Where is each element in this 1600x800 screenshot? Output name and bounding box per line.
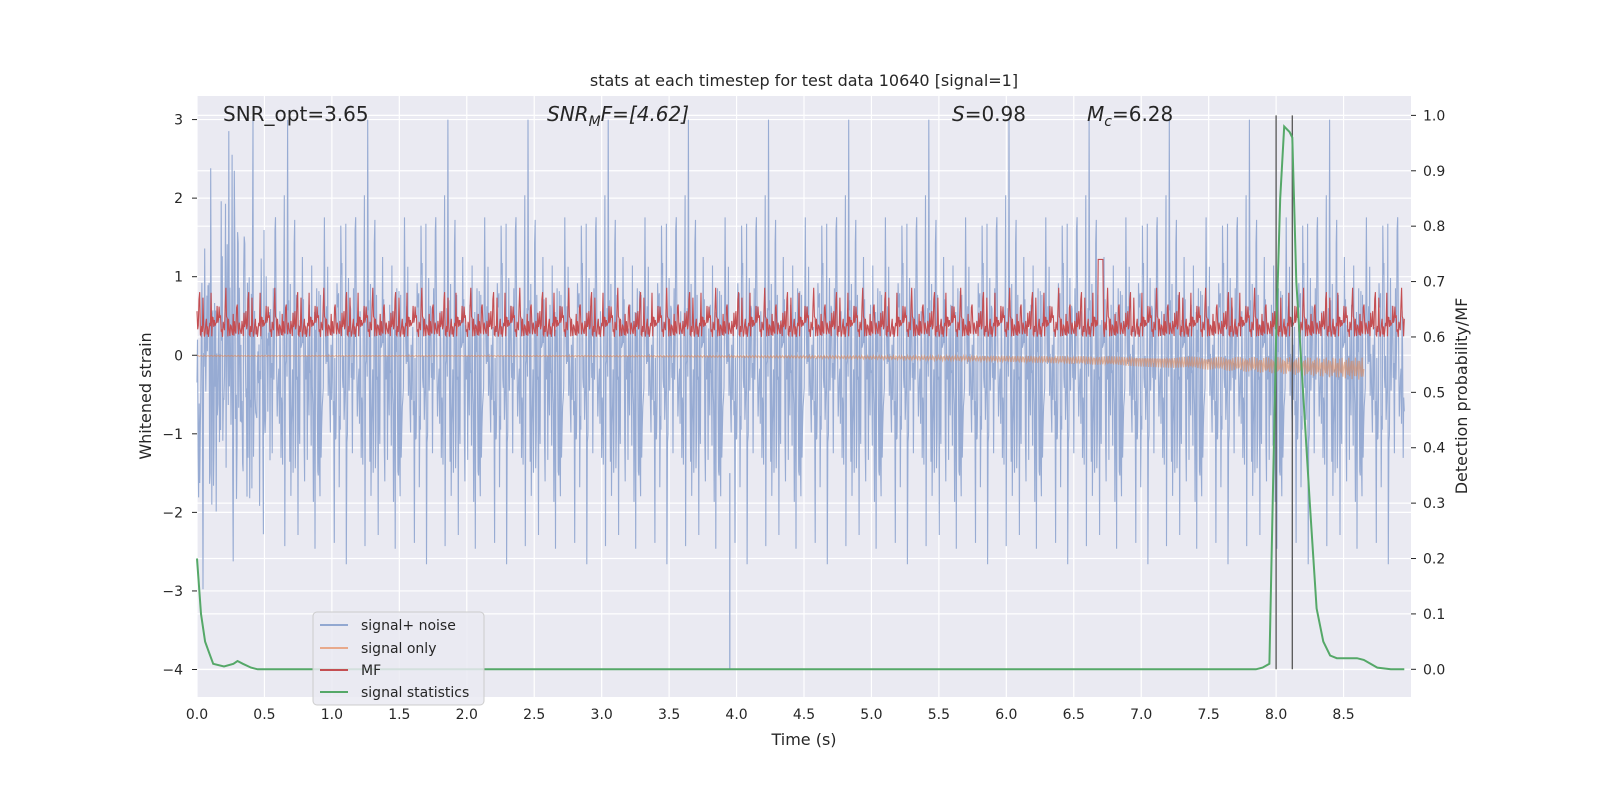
annotation-mc: Mc=6.28 (1087, 102, 1173, 130)
y-tick-label-right: 0.7 (1423, 275, 1445, 291)
x-tick-label: 2.5 (523, 707, 545, 723)
annotation-snr-opt: SNR_opt=3.65 (223, 102, 369, 126)
x-axis-label: Time (s) (770, 730, 836, 749)
y-tick-label-left: −4 (162, 663, 183, 679)
y-tick-label-left: −2 (162, 505, 183, 521)
mc-variable: M (1087, 102, 1104, 126)
annotation-snr-mf: SNRMF=[4.62] (547, 102, 689, 130)
s-value: =0.98 (965, 102, 1026, 126)
s-variable: S (952, 102, 965, 126)
series-signal-only (196, 353, 1365, 380)
y-tick-label-right: 0.9 (1423, 164, 1445, 180)
y-tick-label-right: 0.5 (1423, 385, 1445, 401)
x-tick-label: 6.5 (1063, 707, 1085, 723)
x-tick-label: 1.0 (321, 707, 343, 723)
mc-value: =6.28 (1112, 102, 1173, 126)
x-tick-label: 5.5 (928, 707, 950, 723)
snr-mf-base: SNR (547, 102, 589, 126)
y-tick-label-right: 1.0 (1423, 108, 1445, 124)
legend-label-signal-noise: signal+ noise (361, 618, 456, 634)
y-tick-label-right: 0.6 (1423, 330, 1445, 346)
annotation-s: S=0.98 (952, 102, 1026, 126)
y-tick-label-right: 0.1 (1423, 607, 1445, 623)
legend: signal+ noise signal only MF signal stat… (312, 611, 485, 706)
x-tick-label: 6.0 (995, 707, 1017, 723)
y-tick-label-right: 0.4 (1423, 441, 1445, 457)
chart-title: stats at each timestep for test data 106… (590, 71, 1018, 90)
y-tick-label-left: 3 (174, 113, 183, 129)
series-signal-statistics (196, 124, 1405, 671)
y-axis-label-left: Whitened strain (136, 332, 155, 459)
series-mf (196, 258, 1405, 338)
x-tick-label: 7.5 (1198, 707, 1220, 723)
snr-mf-rest: F=[4.62] (601, 102, 689, 126)
x-tick-label: 8.5 (1332, 707, 1354, 723)
y-tick-label-right: 0.0 (1423, 662, 1445, 678)
legend-label-signal-only: signal only (361, 641, 436, 657)
x-tick-label: 5.0 (860, 707, 882, 723)
y-tick-label-left: 2 (174, 191, 183, 207)
x-tick-label: 1.5 (388, 707, 410, 723)
y-tick-label-left: −3 (162, 584, 183, 600)
y-tick-label-left: 0 (174, 348, 183, 364)
x-tick-label: 4.0 (725, 707, 747, 723)
y-axis-label-right: Detection probability/MF (1452, 298, 1471, 495)
y-tick-label-right: 0.3 (1423, 496, 1445, 512)
x-tick-label: 4.5 (793, 707, 815, 723)
series-signal-noise (196, 119, 1405, 590)
y-tick-label-right: 0.8 (1423, 219, 1445, 235)
mc-subscript: c (1104, 114, 1112, 130)
x-tick-label: 3.0 (591, 707, 613, 723)
x-tick-label: 3.5 (658, 707, 680, 723)
series-layer (196, 115, 1405, 671)
legend-label-signal-statistics: signal statistics (361, 685, 469, 701)
x-tick-label: 7.0 (1130, 707, 1152, 723)
x-tick-label: 0.5 (253, 707, 275, 723)
legend-label-mf: MF (361, 663, 381, 679)
x-tick-label: 2.0 (456, 707, 478, 723)
x-tick-label: 0.0 (186, 707, 208, 723)
x-tick-label: 8.0 (1265, 707, 1287, 723)
y-tick-label-left: −1 (162, 427, 183, 443)
y-tick-label-left: 1 (174, 270, 183, 286)
ticks: 0.0 0.5 1.0 1.5 2.0 2.5 3.0 3.5 4.0 4.5 5.0 5.5 6.0 6… (162, 108, 1445, 723)
snr-mf-subscript: M (589, 114, 601, 130)
y-tick-label-right: 0.2 (1423, 552, 1445, 568)
legend-box (312, 611, 485, 706)
